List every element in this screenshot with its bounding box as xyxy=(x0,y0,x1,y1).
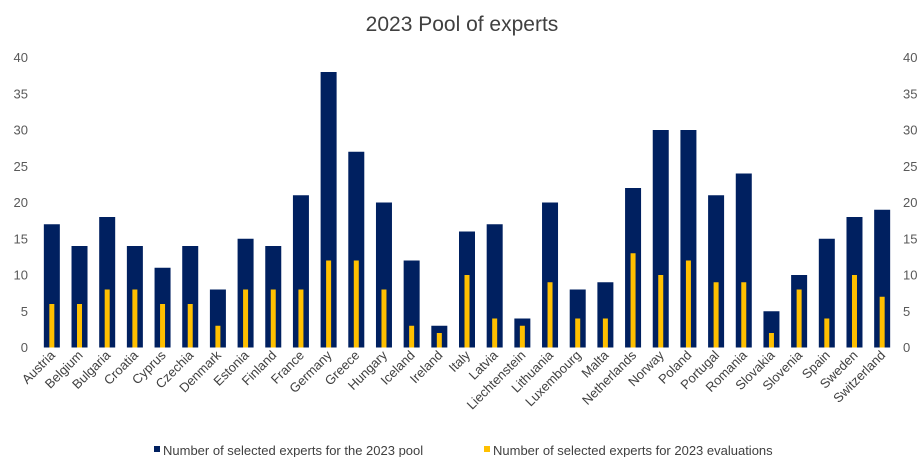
bar-evaluations-ireland xyxy=(436,333,442,348)
bar-pool-slovakia xyxy=(763,311,780,348)
bar-evaluations-latvia xyxy=(492,318,498,348)
bar-evaluations-bulgaria xyxy=(104,289,110,348)
legend-swatch-pool xyxy=(154,446,160,452)
bar-evaluations-denmark xyxy=(215,325,221,348)
bar-evaluations-croatia xyxy=(132,289,138,348)
right-y-tick-label: 15 xyxy=(903,231,917,246)
legend-label-evaluations: Number of selected experts for 2023 eval… xyxy=(493,443,773,457)
bar-evaluations-france xyxy=(298,289,304,348)
left-y-tick-label: 30 xyxy=(14,123,28,138)
left-y-tick-label: 20 xyxy=(14,195,28,210)
bar-evaluations-greece xyxy=(353,260,359,348)
bars-group xyxy=(43,72,891,348)
bar-pool-romania xyxy=(735,173,752,348)
left-y-tick-label: 5 xyxy=(21,304,28,319)
bar-evaluations-estonia xyxy=(243,289,249,348)
bar-evaluations-liechtenstein xyxy=(519,325,525,348)
bar-evaluations-hungary xyxy=(381,289,387,348)
right-y-tick-label: 35 xyxy=(903,86,917,101)
left-y-tick-label: 0 xyxy=(21,340,28,355)
bar-evaluations-netherlands xyxy=(630,253,636,348)
bar-evaluations-sweden xyxy=(851,275,857,348)
bar-pool-latvia xyxy=(486,224,503,348)
left-y-tick-label: 40 xyxy=(14,50,28,65)
right-y-tick-label: 40 xyxy=(903,50,917,65)
bar-pool-greece xyxy=(348,151,365,348)
bar-evaluations-slovakia xyxy=(768,333,774,348)
bar-pool-bulgaria xyxy=(99,217,116,348)
right-y-tick-label: 10 xyxy=(903,268,917,283)
bar-evaluations-luxembourg xyxy=(575,318,581,348)
category-labels: AustriaBelgiumBulgariaCroatiaCyprusCzech… xyxy=(19,347,889,412)
bar-pool-germany xyxy=(320,72,337,348)
bar-pool-poland xyxy=(680,130,697,348)
bar-pool-portugal xyxy=(708,195,725,348)
bar-evaluations-spain xyxy=(824,318,830,348)
legend: Number of selected experts for the 2023 … xyxy=(154,443,773,457)
bar-evaluations-finland xyxy=(270,289,276,348)
bar-pool-czechia xyxy=(182,246,199,348)
bar-evaluations-czechia xyxy=(187,304,193,348)
bar-evaluations-austria xyxy=(49,304,55,348)
legend-swatch-evaluations xyxy=(484,446,490,452)
bar-evaluations-switzerland xyxy=(879,296,885,348)
bar-evaluations-cyprus xyxy=(160,304,166,348)
bar-evaluations-belgium xyxy=(77,304,83,348)
bar-evaluations-portugal xyxy=(713,282,719,348)
right-y-tick-label: 5 xyxy=(903,304,910,319)
bar-evaluations-iceland xyxy=(409,325,415,348)
bar-pool-austria xyxy=(43,224,60,348)
bar-pool-iceland xyxy=(403,260,420,348)
right-y-tick-label: 0 xyxy=(903,340,910,355)
bar-pool-switzerland xyxy=(874,209,891,348)
legend-label-pool: Number of selected experts for the 2023 … xyxy=(163,443,423,457)
bar-evaluations-malta xyxy=(602,318,608,348)
right-y-tick-label: 30 xyxy=(903,123,917,138)
bar-evaluations-slovenia xyxy=(796,289,802,348)
bar-pool-france xyxy=(292,195,309,348)
chart-title: 2023 Pool of experts xyxy=(366,13,559,36)
left-y-tick-label: 25 xyxy=(14,159,28,174)
bar-evaluations-romania xyxy=(741,282,747,348)
bar-evaluations-germany xyxy=(326,260,332,348)
bar-pool-belgium xyxy=(71,246,88,348)
right-y-axis: 0 5 10 15 20 25 30 35 40 xyxy=(903,50,917,355)
right-y-tick-label: 25 xyxy=(903,159,917,174)
bar-pool-hungary xyxy=(375,202,392,348)
left-y-tick-label: 10 xyxy=(14,268,28,283)
bar-pool-malta xyxy=(597,282,614,348)
left-y-tick-label: 35 xyxy=(14,86,28,101)
bar-evaluations-italy xyxy=(464,275,470,348)
left-y-tick-label: 15 xyxy=(14,231,28,246)
bar-evaluations-lithuania xyxy=(547,282,553,348)
bar-pool-norway xyxy=(652,130,669,348)
bar-pool-spain xyxy=(818,238,835,348)
left-y-axis: 0 5 10 15 20 25 30 35 40 xyxy=(14,50,28,355)
bar-pool-denmark xyxy=(209,289,226,348)
right-y-tick-label: 20 xyxy=(903,195,917,210)
bar-evaluations-poland xyxy=(685,260,691,348)
bar-pool-lithuania xyxy=(542,202,559,348)
bar-evaluations-norway xyxy=(658,275,664,348)
